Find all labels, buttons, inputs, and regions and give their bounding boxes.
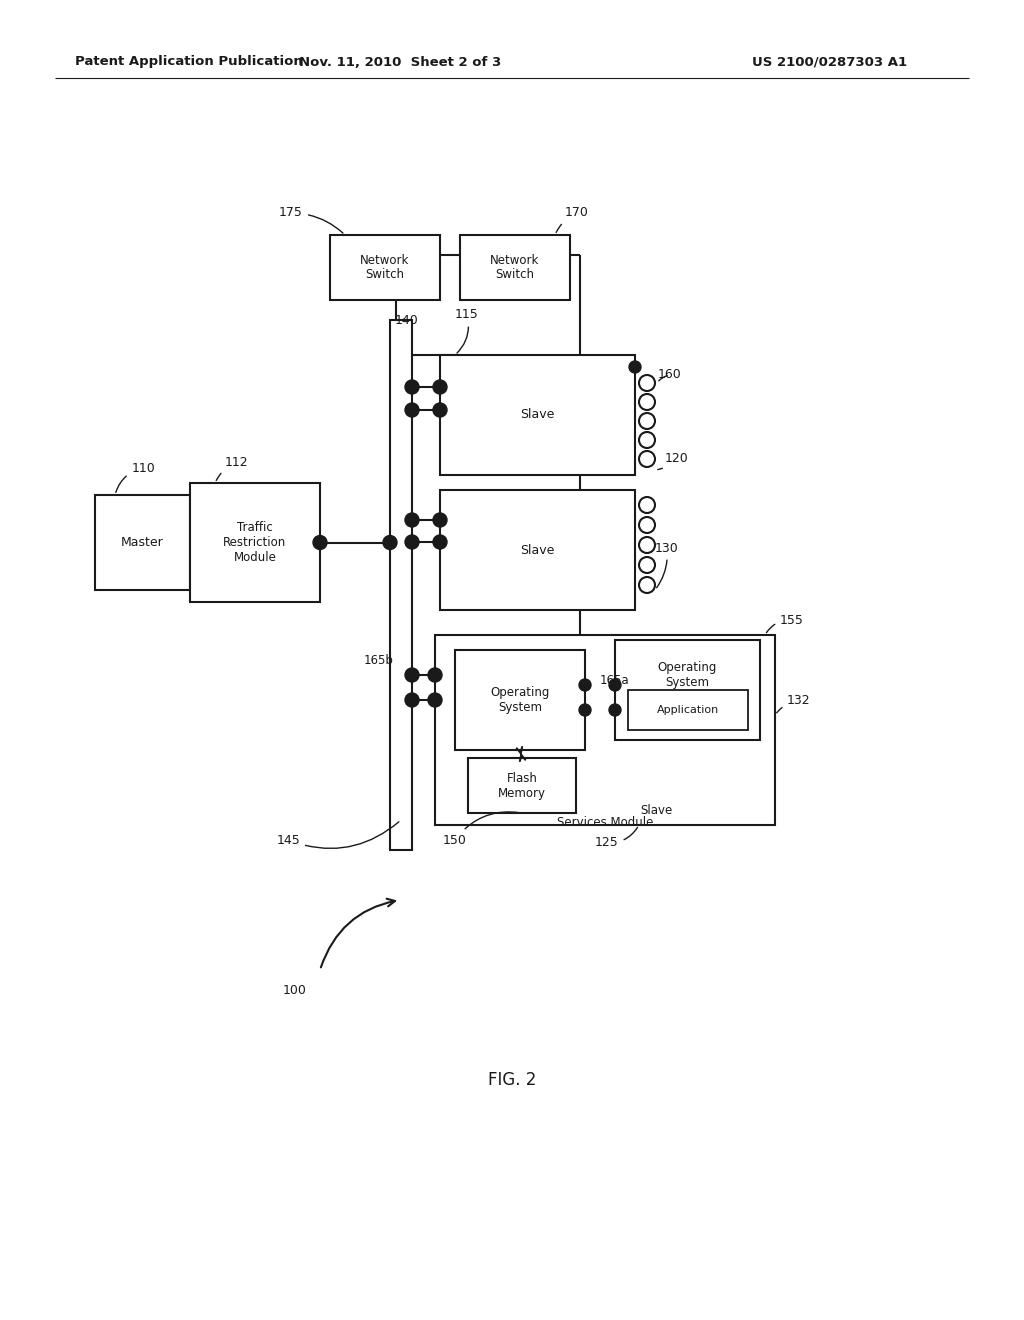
Text: Network
Switch: Network Switch xyxy=(360,253,410,281)
Text: 175: 175 xyxy=(280,206,343,234)
Bar xyxy=(330,235,440,300)
Circle shape xyxy=(406,668,419,682)
Text: Application: Application xyxy=(656,705,719,715)
Text: 165b: 165b xyxy=(365,653,394,667)
Circle shape xyxy=(406,693,419,708)
FancyArrowPatch shape xyxy=(321,899,395,968)
Circle shape xyxy=(609,678,621,690)
Text: 170: 170 xyxy=(556,206,589,232)
Circle shape xyxy=(629,360,641,374)
Text: 120: 120 xyxy=(657,451,689,470)
Text: 110: 110 xyxy=(116,462,155,492)
Text: Flash
Memory: Flash Memory xyxy=(498,771,546,800)
Circle shape xyxy=(639,375,655,391)
Bar xyxy=(95,495,190,590)
Text: 165a: 165a xyxy=(600,673,630,686)
Text: Nov. 11, 2010  Sheet 2 of 3: Nov. 11, 2010 Sheet 2 of 3 xyxy=(299,55,501,69)
Bar xyxy=(615,640,760,741)
Circle shape xyxy=(406,535,419,549)
Circle shape xyxy=(433,380,447,393)
Text: Slave: Slave xyxy=(520,408,555,421)
Circle shape xyxy=(609,704,621,715)
Circle shape xyxy=(433,535,447,549)
Text: Traffic
Restriction
Module: Traffic Restriction Module xyxy=(223,521,287,564)
Bar xyxy=(460,235,570,300)
Text: Network
Switch: Network Switch xyxy=(490,253,540,281)
Circle shape xyxy=(639,393,655,411)
Text: 115: 115 xyxy=(455,309,479,352)
Circle shape xyxy=(406,513,419,527)
Bar xyxy=(190,483,319,602)
Text: Patent Application Publication: Patent Application Publication xyxy=(75,55,303,69)
Text: 130: 130 xyxy=(655,541,679,587)
Circle shape xyxy=(406,380,419,393)
Text: 145: 145 xyxy=(276,822,399,849)
Text: 112: 112 xyxy=(216,455,249,480)
Text: Operating
System: Operating System xyxy=(657,661,717,689)
Text: 150: 150 xyxy=(443,812,519,846)
Circle shape xyxy=(406,403,419,417)
Bar xyxy=(455,649,585,750)
Circle shape xyxy=(639,517,655,533)
Circle shape xyxy=(639,537,655,553)
Text: US 2100/0287303 A1: US 2100/0287303 A1 xyxy=(753,55,907,69)
Circle shape xyxy=(579,704,591,715)
Circle shape xyxy=(639,413,655,429)
Bar xyxy=(440,355,635,475)
Circle shape xyxy=(313,536,327,549)
Text: Services Module: Services Module xyxy=(557,816,653,829)
Circle shape xyxy=(383,536,397,549)
Circle shape xyxy=(428,668,442,682)
Circle shape xyxy=(639,432,655,447)
Circle shape xyxy=(639,451,655,467)
Text: 132: 132 xyxy=(777,693,811,713)
Text: 100: 100 xyxy=(283,983,307,997)
Text: Master: Master xyxy=(121,536,164,549)
Bar xyxy=(628,690,748,730)
Bar xyxy=(440,490,635,610)
Circle shape xyxy=(428,693,442,708)
Circle shape xyxy=(433,513,447,527)
Text: Slave: Slave xyxy=(520,544,555,557)
Text: 140: 140 xyxy=(395,314,419,326)
Text: Operating
System: Operating System xyxy=(490,686,550,714)
Bar xyxy=(468,758,575,813)
Bar xyxy=(435,635,775,825)
Bar xyxy=(390,319,412,850)
Text: FIG. 2: FIG. 2 xyxy=(487,1071,537,1089)
Circle shape xyxy=(639,557,655,573)
Text: 160: 160 xyxy=(658,368,682,381)
Circle shape xyxy=(639,498,655,513)
Text: 125: 125 xyxy=(595,828,638,850)
Text: Slave: Slave xyxy=(640,804,672,817)
Circle shape xyxy=(579,678,591,690)
Text: 155: 155 xyxy=(767,614,804,632)
Circle shape xyxy=(639,577,655,593)
Circle shape xyxy=(433,403,447,417)
